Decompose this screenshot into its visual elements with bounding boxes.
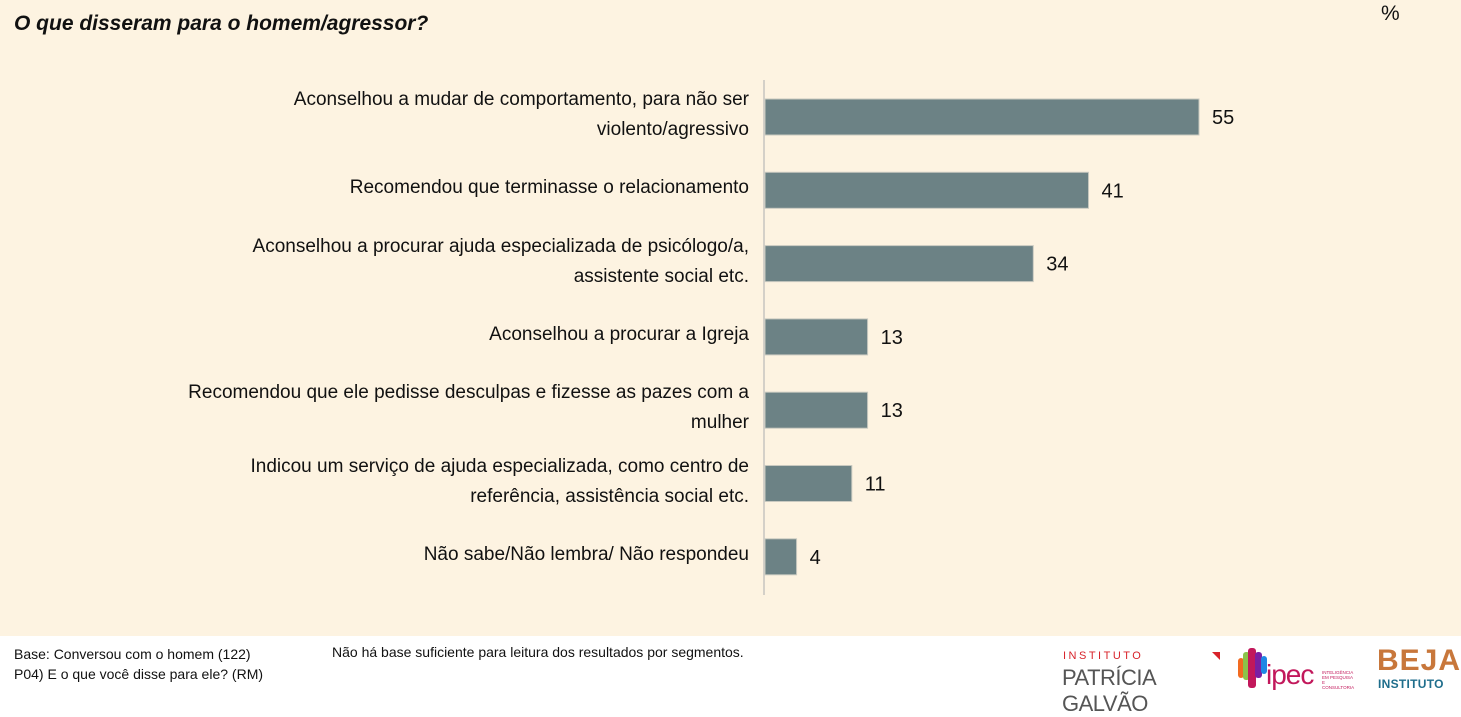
- bar-value-label: 34: [1046, 254, 1068, 276]
- pg-logo-triangle-icon: [1212, 652, 1220, 660]
- patricia-galvao-logo: INSTITUTO PATRÍCIA GALVÃO: [1062, 650, 1222, 716]
- bar: [764, 391, 869, 429]
- question-note: P04) E o que você disse para ele? (RM): [14, 666, 264, 682]
- bar: [764, 465, 853, 502]
- category-label: Aconselhou a procurar a Igreja: [129, 320, 749, 350]
- beja-logo-small-text: INSTITUTO: [1378, 677, 1444, 691]
- segment-note: Não há base suficiente para leitura dos …: [332, 644, 744, 660]
- ipec-logo: ipec INTELIGÊNCIA EM PESQUISA E CONSULTO…: [1236, 646, 1354, 692]
- category-label-line: Recomendou que ele pedisse desculpas e f…: [188, 382, 749, 404]
- ipec-logo-mark-icon: [1238, 648, 1267, 688]
- category-label: Recomendou que terminasse o relacionamen…: [129, 173, 749, 203]
- footer-notes: Base: Conversou com o homem (122) P04) E…: [14, 644, 263, 684]
- ipec-tagline-line: INTELIGÊNCIA: [1322, 670, 1354, 675]
- bar: [764, 538, 798, 576]
- bar-chart: 55 41 34 13 13 11 4: [763, 80, 1234, 595]
- ipec-tagline-line: E CONSULTORIA: [1322, 680, 1355, 690]
- ipec-tagline-line: EM PESQUISA: [1322, 675, 1354, 680]
- category-label: Recomendou que ele pedisse desculpas e f…: [129, 378, 749, 438]
- category-label: Aconselhou a procurar ajuda especializad…: [129, 232, 749, 292]
- slide: O que disseram para o homem/agressor? % …: [0, 0, 1461, 636]
- unit-label: %: [1381, 2, 1400, 25]
- category-label-line: assistente social etc.: [573, 265, 749, 287]
- category-label: Não sabe/Não lembra/ Não respondeu: [129, 540, 749, 570]
- category-label-line: violento/agressivo: [596, 119, 749, 140]
- pg-logo-small-text: INSTITUTO: [1063, 650, 1144, 662]
- ipec-logo-tagline: INTELIGÊNCIA EM PESQUISA E CONSULTORIA: [1322, 670, 1354, 690]
- category-label: Indicou um serviço de ajuda especializad…: [129, 452, 749, 512]
- category-label-line: Aconselhou a procurar ajuda especializad…: [252, 235, 749, 257]
- bar-value-label: 11: [865, 474, 886, 496]
- bar-value-label: 13: [881, 327, 903, 349]
- bar-value-label: 41: [1102, 180, 1124, 202]
- ipec-logo-text: ipec: [1266, 659, 1314, 690]
- category-label-line: Recomendou que terminasse o relacionamen…: [349, 177, 749, 199]
- bar-value-label: 4: [810, 547, 821, 569]
- base-note: Base: Conversou com o homem (122): [14, 646, 251, 662]
- category-label-line: Aconselhou a procurar a Igreja: [489, 323, 749, 345]
- category-label-line: Aconselhou a mudar de comportamento, par…: [293, 89, 749, 110]
- category-label-line: mulher: [690, 412, 749, 434]
- pg-logo-big-text: PATRÍCIA GALVÃO: [1062, 665, 1155, 716]
- category-label-line: Não sabe/Não lembra/ Não respondeu: [423, 543, 749, 565]
- bar-value-label: 55: [1212, 107, 1234, 129]
- beja-logo: BEJA INSTITUTO: [1377, 644, 1460, 692]
- bar: [764, 98, 1200, 136]
- category-label-line: Indicou um serviço de ajuda especializad…: [250, 455, 749, 477]
- bar: [764, 318, 869, 356]
- footer: Base: Conversou com o homem (122) P04) E…: [0, 636, 1461, 716]
- chart-title: O que disseram para o homem/agressor?: [14, 12, 429, 35]
- category-label-line: referência, assistência social etc.: [470, 485, 749, 507]
- bar: [764, 245, 1034, 283]
- category-label: Aconselhou a mudar de comportamento, par…: [129, 85, 749, 145]
- bar: [764, 171, 1090, 209]
- bar-value-label: 13: [881, 400, 903, 422]
- beja-logo-big-text: BEJA: [1377, 644, 1461, 677]
